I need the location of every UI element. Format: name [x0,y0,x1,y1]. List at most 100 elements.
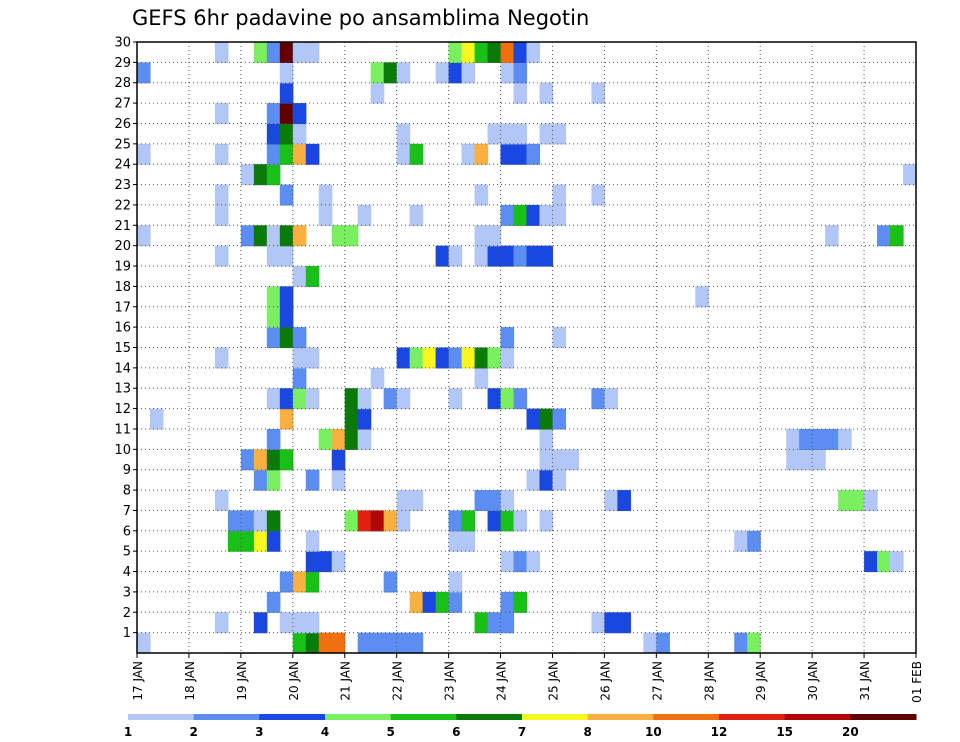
heatmap-cell [344,510,359,532]
heatmap-cell [292,571,307,593]
heatmap-cell [409,143,424,165]
y-tick-label: 29 [114,56,131,71]
legend-label: 10 [645,725,662,739]
legend-swatch [390,714,457,720]
heatmap-cell [396,510,411,532]
y-tick-label: 30 [114,36,131,51]
heatmap-cell [370,82,385,104]
heatmap-cell [331,449,346,471]
heatmap-cell [214,42,229,63]
heatmap-cell [331,632,346,654]
heatmap-cell [370,632,385,654]
heatmap-cell [799,449,813,471]
heatmap-cell [396,143,411,165]
heatmap-cell [279,42,294,63]
heatmap-cell [409,347,424,369]
heatmap-cell [292,347,307,369]
heatmap-cell [253,510,268,532]
x-tick-label: 28 JAN [702,661,716,701]
heatmap-cell [500,245,515,267]
x-tick-label: 29 JAN [754,661,768,701]
legend-swatch [784,714,851,720]
heatmap-cell [357,510,372,532]
legend-swatch [259,714,326,720]
y-tick-label: 14 [114,361,131,376]
heatmap-cell [331,428,346,450]
heatmap-cell [240,449,255,471]
heatmap-cell [539,408,554,430]
heatmap-cell [552,449,567,471]
heatmap-cell [279,571,294,593]
heatmap-cell [539,428,554,450]
heatmap-cell [253,449,268,471]
heatmap-cell [591,388,605,410]
y-tick-label: 5 [123,545,131,560]
y-axis: 1234567891011121314151617181920212223242… [114,36,137,641]
y-tick-label: 18 [114,280,131,295]
heatmap-cell [552,123,567,145]
heatmap-cell [370,62,385,84]
y-tick-label: 10 [114,443,131,458]
heatmap-cell [227,530,242,552]
heatmap-cell [266,327,281,349]
heatmap-cell [747,632,761,654]
heatmap-cell [279,408,294,430]
heatmap-cell [513,591,528,613]
heatmap-cell [383,571,398,593]
heatmap-cell [318,632,333,654]
legend-label: 15 [776,725,793,739]
heatmap-cell [344,225,359,247]
heatmap-cell [604,612,618,634]
heatmap-cell [344,388,359,410]
heatmap-cell [877,551,891,573]
heatmap-cell [526,245,541,267]
heatmap-cell [292,143,307,165]
x-tick-label: 25 JAN [546,661,560,701]
heatmap-cell [266,306,281,328]
heatmap-cell [539,469,554,491]
heatmap-cell [487,612,502,634]
y-tick-label: 7 [123,504,131,519]
heatmap-cell [214,143,229,165]
heatmap-cell [318,428,333,450]
heatmap-cell [396,123,411,145]
heatmap-cell [279,245,294,267]
heatmap-cell [435,62,450,84]
y-tick-label: 21 [114,219,131,234]
heatmap-cell [279,62,294,84]
legend-label: 4 [321,725,329,739]
heatmap-cell [500,347,515,369]
heatmap-cell [435,347,450,369]
heatmap-cell [500,204,515,226]
heatmap-cell [305,388,320,410]
heatmap-cell [266,143,281,165]
x-tick-label: 01 FEB [910,661,924,703]
heatmap-cell [383,632,398,654]
heatmap-cell [305,551,320,573]
heatmap-cell [513,388,528,410]
heatmap-cell [240,164,255,186]
legend-swatch [325,714,392,720]
heatmap-cell [396,490,411,512]
heatmap-cell [357,408,372,430]
heatmap-cell [266,225,281,247]
heatmap-cell [435,591,450,613]
y-tick-label: 28 [114,76,131,91]
y-tick-label: 2 [123,606,131,621]
heatmap-cell [500,327,515,349]
legend-label: 6 [452,725,460,739]
heatmap-cell [734,530,748,552]
heatmap-cell [539,449,554,471]
heatmap-cell [448,510,463,532]
x-tick-label: 27 JAN [650,661,664,701]
heatmap-cell [318,551,333,573]
heatmap-cell [487,245,502,267]
heatmap-cell [474,42,489,63]
heatmap-cell [357,632,372,654]
heatmap-cell [266,510,281,532]
heatmap-cell [409,591,424,613]
heatmap-cell [500,490,515,512]
heatmap-cell [214,204,229,226]
heatmap-cell [253,42,268,63]
chart-title: GEFS 6hr padavine po ansamblima Negotin [132,6,590,30]
